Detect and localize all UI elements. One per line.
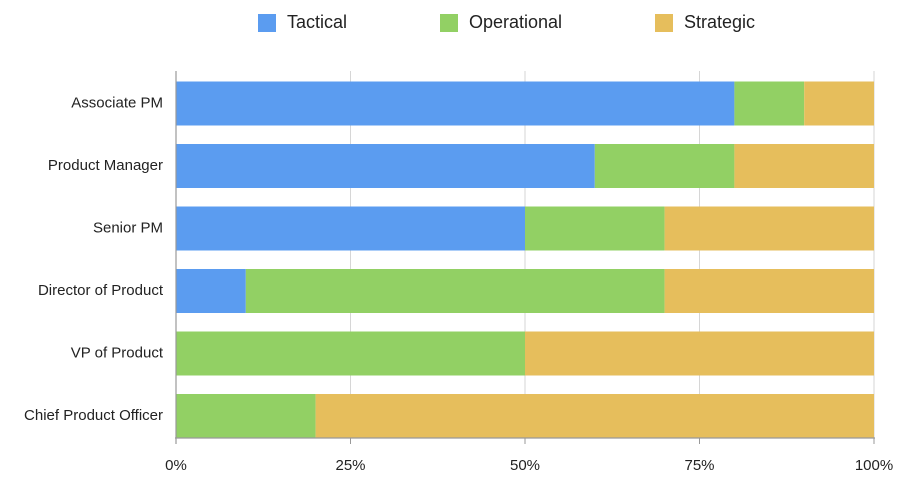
legend-swatch-operational bbox=[440, 14, 458, 32]
bar-operational-product-manager bbox=[594, 144, 735, 188]
bar-operational-associate-pm bbox=[734, 81, 805, 126]
legend-swatch-tactical bbox=[258, 14, 276, 32]
bar-operational-director-of-product bbox=[245, 269, 665, 313]
bar-tactical-product-manager bbox=[176, 144, 595, 188]
bar-strategic-vp-of-product bbox=[525, 331, 874, 376]
grid-lines bbox=[350, 71, 875, 438]
category-label: VP of Product bbox=[71, 344, 164, 361]
category-label: Director of Product bbox=[38, 282, 164, 299]
category-label: Chief Product Officer bbox=[24, 407, 163, 424]
legend: Tactical Operational Strategic bbox=[258, 12, 755, 32]
x-tick-label: 25% bbox=[335, 457, 365, 474]
bar-strategic-product-manager bbox=[734, 144, 874, 188]
bars bbox=[176, 81, 875, 438]
category-label: Product Manager bbox=[48, 157, 163, 174]
bar-strategic-chief-product-officer bbox=[315, 394, 875, 438]
category-label: Associate PM bbox=[71, 94, 163, 111]
bar-strategic-associate-pm bbox=[804, 81, 874, 126]
x-tick-label: 50% bbox=[510, 457, 540, 474]
category-label: Senior PM bbox=[93, 219, 163, 236]
x-tick-label: 100% bbox=[855, 457, 893, 474]
x-tick-label: 75% bbox=[684, 457, 714, 474]
legend-swatch-strategic bbox=[655, 14, 673, 32]
bar-strategic-director-of-product bbox=[664, 269, 874, 313]
bar-operational-vp-of-product bbox=[176, 331, 525, 376]
legend-label-tactical: Tactical bbox=[287, 12, 347, 32]
bar-tactical-senior-pm bbox=[176, 206, 525, 251]
legend-label-strategic: Strategic bbox=[684, 12, 755, 32]
bar-operational-senior-pm bbox=[525, 206, 665, 251]
bar-strategic-senior-pm bbox=[664, 206, 874, 251]
bar-tactical-director-of-product bbox=[176, 269, 246, 313]
x-tick-label: 0% bbox=[165, 457, 187, 474]
bar-operational-chief-product-officer bbox=[176, 394, 316, 438]
bar-tactical-associate-pm bbox=[176, 81, 735, 126]
legend-label-operational: Operational bbox=[469, 12, 562, 32]
